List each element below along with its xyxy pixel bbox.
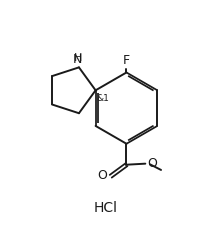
Text: N: N xyxy=(73,53,83,66)
Text: O: O xyxy=(147,157,157,170)
Text: HCl: HCl xyxy=(93,201,118,215)
Text: &1: &1 xyxy=(97,94,110,103)
Text: H: H xyxy=(74,53,82,63)
Text: F: F xyxy=(123,54,130,67)
Text: O: O xyxy=(97,169,107,182)
